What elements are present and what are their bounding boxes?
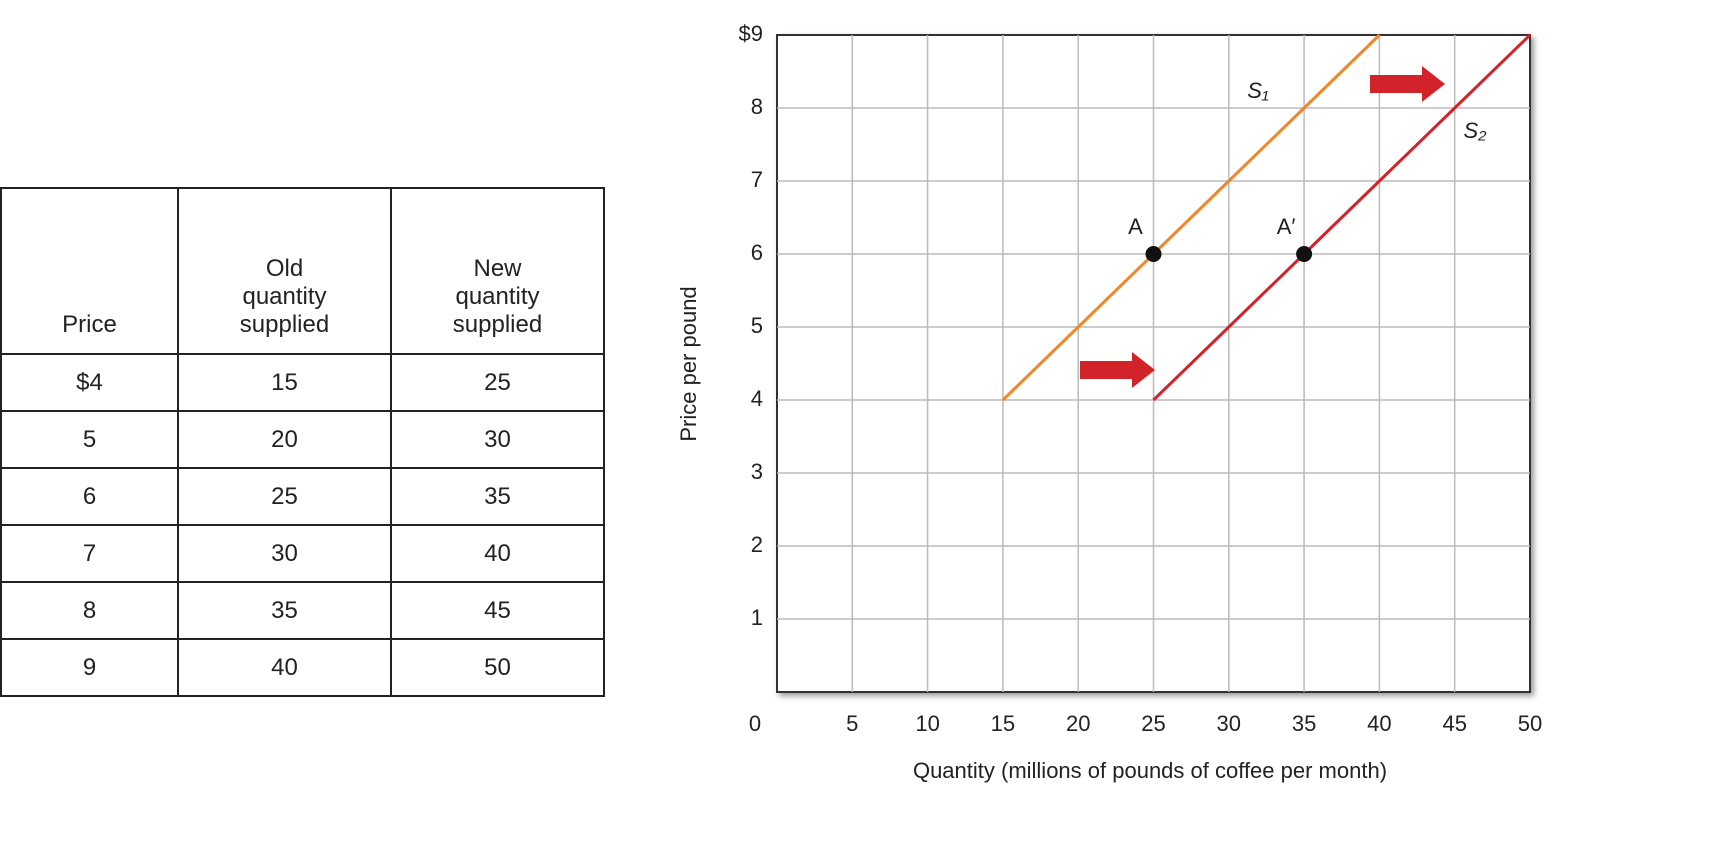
x-tick-label: 40 (1367, 711, 1391, 736)
supply-line (1001, 33, 1381, 402)
column-header: New quantity supplied (390, 187, 605, 355)
x-tick-label: 25 (1141, 711, 1165, 736)
table-cell: 45 (390, 581, 605, 640)
shift-arrow (1370, 66, 1445, 102)
x-tick-label: 15 (991, 711, 1015, 736)
table-cell: 50 (390, 638, 605, 697)
y-axis-title: Price per pound (676, 286, 701, 441)
table-cell: 8 (0, 581, 179, 640)
column-header: Old quantity supplied (177, 187, 392, 355)
y-tick-label: 7 (751, 167, 763, 192)
table-cell: 25 (390, 353, 605, 412)
table-cell: 25 (177, 467, 392, 526)
table-cell: 15 (177, 353, 392, 412)
supply-table: Price Old quantity supplied New quantity s… (0, 187, 605, 697)
x-tick-label: 20 (1066, 711, 1090, 736)
table-row: 9 40 50 (0, 638, 605, 697)
x-tick-label: 5 (846, 711, 858, 736)
table-cell: 30 (177, 524, 392, 583)
table-row: 8 35 45 (0, 581, 605, 640)
x-tick-label: 50 (1518, 711, 1542, 736)
table-cell: 5 (0, 410, 179, 469)
header-row: Price Old quantity supplied New quantity s… (0, 187, 605, 355)
point (1145, 246, 1162, 262)
y-tick-label: 2 (751, 532, 763, 557)
table-cell: 30 (390, 410, 605, 469)
table-row: $4 15 25 (0, 353, 605, 412)
y-tick-label: 4 (751, 386, 763, 411)
point-label: A (1128, 214, 1143, 239)
table-body: $4 15 25 5 20 30 6 25 35 7 30 40 8 35 45 9 40 50 (0, 353, 605, 697)
x-tick-label: 45 (1442, 711, 1466, 736)
shift-arrow (1080, 352, 1155, 388)
table-row: 6 25 35 (0, 467, 605, 526)
x-tick-label: 30 (1217, 711, 1241, 736)
point (1296, 246, 1313, 262)
y-tick-label: 1 (751, 605, 763, 630)
y-tick-label: 6 (751, 240, 763, 265)
table-cell: $4 (0, 353, 179, 412)
table-cell: 35 (390, 467, 605, 526)
series-label: S₂ (1463, 118, 1487, 143)
table-cell: 9 (0, 638, 179, 697)
x-axis-title: Quantity (millions of pounds of coffee p… (913, 758, 1387, 783)
column-header: Price (0, 187, 179, 355)
table-cell: 40 (177, 638, 392, 697)
y-tick-label: 5 (751, 313, 763, 338)
table-row: 7 30 40 (0, 524, 605, 583)
table-cell: 7 (0, 524, 179, 583)
x-tick-label: 10 (915, 711, 939, 736)
series-label: S₁ (1247, 78, 1269, 103)
table-cell: 35 (177, 581, 392, 640)
table-row: 5 20 30 (0, 410, 605, 469)
supply-line (1152, 33, 1532, 402)
y-tick-label: $9 (739, 21, 763, 46)
y-tick-label: 3 (751, 459, 763, 484)
table-cell: 20 (177, 410, 392, 469)
x-tick-label: 0 (749, 711, 761, 736)
y-tick-label: 8 (751, 94, 763, 119)
x-tick-label: 35 (1292, 711, 1316, 736)
point-label: A′ (1277, 214, 1296, 239)
table-cell: 6 (0, 467, 179, 526)
table-cell: 40 (390, 524, 605, 583)
